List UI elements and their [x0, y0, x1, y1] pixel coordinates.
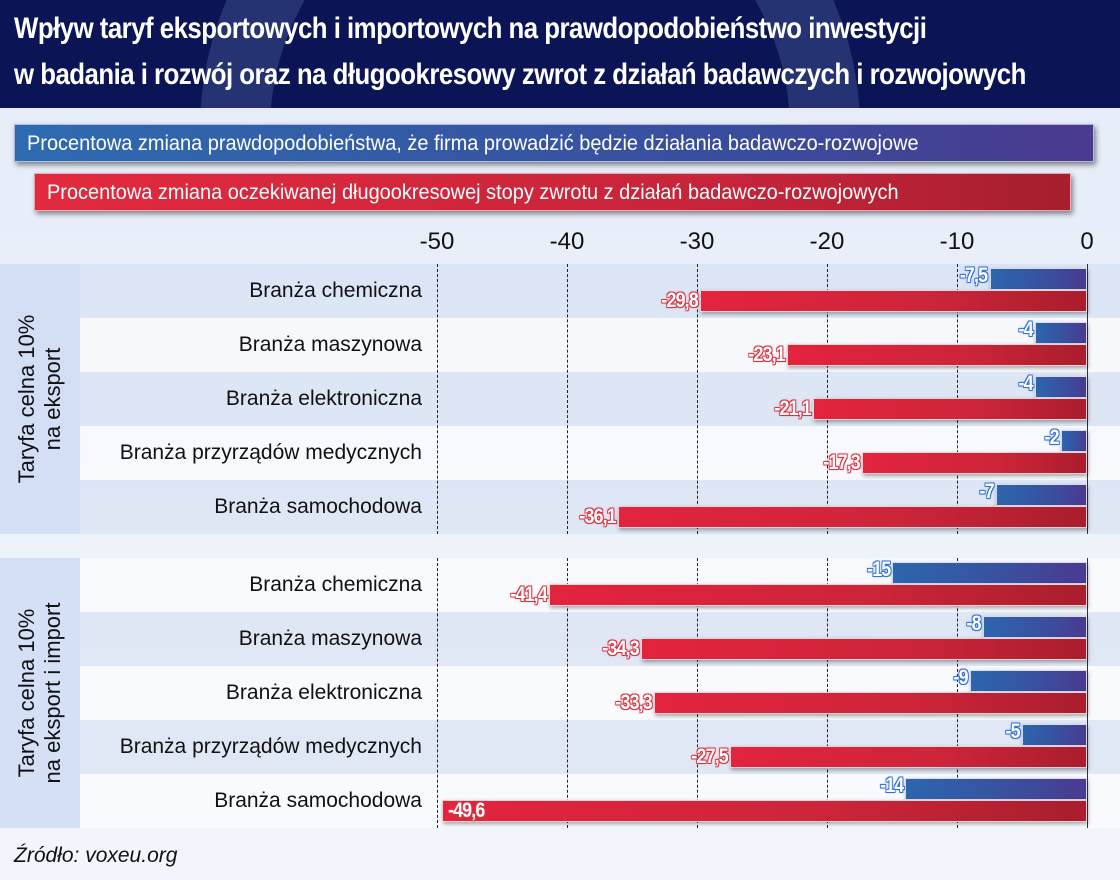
- value-label-return: -36,1: [579, 505, 616, 528]
- bar-probability: [989, 268, 1087, 290]
- category-label: Branża przyrządów medycznych: [119, 735, 422, 758]
- bar-return: [862, 452, 1087, 474]
- value-label-probability: -14: [879, 774, 904, 797]
- value-label-return: -34,3: [602, 637, 640, 660]
- category-label: Branża elektroniczna: [225, 681, 422, 704]
- bar-probability: [1035, 376, 1087, 398]
- legend-return-label: Procentowa zmiana oczekiwanej długookres…: [47, 181, 899, 204]
- value-label-return: -27,5: [691, 745, 728, 768]
- value-label-return: -41,4: [510, 583, 547, 606]
- gridline: [567, 264, 568, 534]
- category-label: Branża chemiczna: [249, 279, 422, 302]
- gridline: [567, 558, 568, 828]
- x-tick-label: 0: [1080, 228, 1094, 255]
- chart-header: Wpływ taryf eksportowych i importowych n…: [0, 0, 1120, 108]
- x-tick-label: -20: [809, 228, 845, 255]
- group-side-band: [0, 558, 80, 828]
- legend-probability: Procentowa zmiana prawdopodobieństwa, że…: [14, 124, 1094, 162]
- value-label-probability: -7: [979, 480, 995, 503]
- bar-return: [641, 638, 1087, 660]
- bar-probability: [996, 484, 1087, 506]
- gridline: [437, 264, 438, 534]
- gridline: [697, 264, 698, 534]
- legend-return: Procentowa zmiana oczekiwanej długookres…: [34, 173, 1071, 211]
- bar-probability: [905, 778, 1087, 800]
- bar-probability: [1035, 322, 1087, 344]
- group-label-line1: Taryfa celna 10%: [14, 608, 39, 778]
- bar-return: [699, 290, 1087, 312]
- gridline: [1087, 558, 1088, 828]
- x-tick-label: -30: [679, 228, 715, 255]
- group-label-line2: na eksport i import: [40, 602, 65, 784]
- value-label-return: -21,1: [774, 397, 811, 420]
- chart-title-line1: Wpływ taryf eksportowych i importowych n…: [14, 12, 927, 45]
- value-label-return: -23,1: [748, 343, 785, 366]
- category-label: Branża elektroniczna: [225, 387, 422, 410]
- gridline: [437, 558, 438, 828]
- value-label-probability: -9: [953, 666, 969, 689]
- category-label: Branża maszynowa: [238, 333, 422, 356]
- category-label: Branża przyrządów medycznych: [119, 441, 422, 464]
- category-label: Branża maszynowa: [238, 627, 422, 650]
- group-label: Taryfa celna 10% na eksport: [14, 269, 66, 529]
- bar-return: [729, 746, 1087, 768]
- x-tick-label: -50: [419, 228, 455, 255]
- bar-probability: [1022, 724, 1087, 746]
- group-label: Taryfa celna 10% na eksport i import: [14, 563, 66, 823]
- bar-probability: [1061, 430, 1087, 452]
- chart-title-line2: w badania i rozwój oraz na długookresowy…: [14, 58, 1026, 91]
- value-label-return: -33,3: [615, 691, 653, 714]
- legend-probability-label: Procentowa zmiana prawdopodobieństwa, że…: [27, 132, 919, 155]
- x-tick-label: -10: [939, 228, 975, 255]
- category-label: Branża samochodowa: [214, 495, 422, 518]
- category-label: Branża chemiczna: [249, 573, 422, 596]
- group-side-band: [0, 264, 80, 534]
- value-label-return: -17,3: [823, 451, 861, 474]
- value-label-probability: -4: [1018, 372, 1034, 395]
- bar-return: [617, 506, 1087, 528]
- value-label-probability: -4: [1018, 318, 1034, 341]
- bar-probability: [983, 616, 1087, 638]
- value-label-probability: -15: [866, 558, 891, 581]
- group-label-line2: na eksport: [40, 347, 65, 451]
- source-note: Źródło: voxeu.org: [14, 844, 178, 867]
- bar-probability: [892, 562, 1087, 584]
- bar-return: [442, 800, 1087, 822]
- bar-return: [548, 584, 1087, 606]
- bar-return: [812, 398, 1087, 420]
- value-label-return: -29,8: [661, 289, 698, 312]
- value-label-probability: -5: [1005, 720, 1021, 743]
- value-label-probability: -2: [1044, 426, 1060, 449]
- gridline: [1087, 264, 1088, 534]
- category-label: Branża samochodowa: [214, 789, 422, 812]
- bar-return: [654, 692, 1087, 714]
- x-tick-label: -40: [549, 228, 585, 255]
- value-label-probability: -8: [966, 612, 982, 635]
- group-label-line1: Taryfa celna 10%: [14, 314, 39, 484]
- value-label-return: -49,6: [448, 799, 485, 822]
- bar-probability: [970, 670, 1087, 692]
- bar-return: [786, 344, 1087, 366]
- value-label-probability: -7,5: [960, 264, 988, 287]
